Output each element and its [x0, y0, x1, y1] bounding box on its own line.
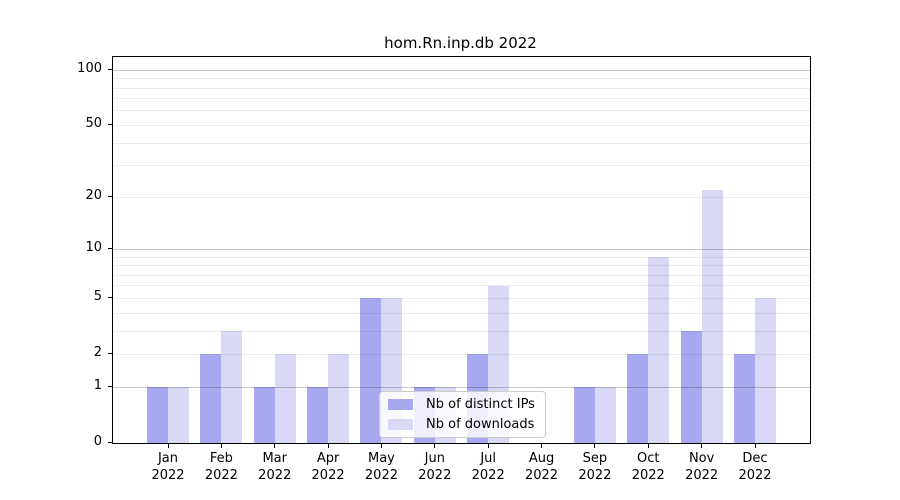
gridline-minor — [113, 265, 810, 267]
bar-nb-of-downloads-sep-2022 — [594, 387, 616, 443]
gridline-minor — [113, 297, 810, 299]
bar-nb-of-downloads-jan-2022 — [168, 387, 189, 443]
gridline-minor — [113, 196, 810, 198]
x-tick-mark — [594, 444, 596, 448]
x-tick-mark — [167, 444, 169, 448]
legend-label: Nb of distinct IPs — [426, 397, 535, 412]
bar-nb-of-downloads-feb-2022 — [221, 331, 243, 443]
bar-nb-of-downloads-oct-2022 — [648, 257, 670, 443]
x-tick-mark — [380, 444, 382, 448]
x-tick-label: Jan 2022 — [151, 451, 185, 483]
x-tick-label: May 2022 — [364, 451, 398, 483]
x-tick-mark — [647, 444, 649, 448]
x-tick-mark — [327, 444, 329, 448]
y-tick-label: 1 — [93, 378, 102, 394]
x-tick-label: Nov 2022 — [685, 451, 719, 483]
gridline-minor — [113, 78, 810, 80]
x-tick-label: Aug 2022 — [524, 451, 559, 483]
gridline-minor — [113, 124, 810, 126]
y-tick-label: 0 — [93, 434, 102, 449]
bar-nb-of-downloads-apr-2022 — [328, 354, 350, 443]
bar-nb-of-distinct-ips-dec-2022 — [734, 354, 755, 443]
legend-label: Nb of downloads — [426, 417, 535, 432]
x-tick-mark — [754, 444, 756, 448]
y-tick-mark — [108, 68, 112, 70]
y-tick-label: 20 — [85, 188, 102, 204]
y-tick-mark — [108, 296, 112, 298]
y-tick-mark — [108, 195, 112, 197]
x-tick-mark — [434, 444, 436, 448]
bar-nb-of-downloads-mar-2022 — [274, 354, 296, 443]
y-tick-mark — [108, 441, 112, 443]
bar-nb-of-distinct-ips-may-2022 — [360, 298, 382, 443]
y-tick-label: 5 — [93, 289, 102, 305]
gridline-minor — [113, 98, 810, 100]
x-tick-label: Jun 2022 — [418, 451, 452, 483]
y-tick-label: 2 — [93, 345, 102, 361]
gridline-minor — [113, 165, 810, 167]
gridline-minor — [113, 110, 810, 112]
legend-row: Nb of distinct IPs — [388, 397, 545, 412]
gridline-minor — [113, 142, 810, 144]
legend-row: Nb of downloads — [388, 417, 545, 432]
gridline-minor — [113, 312, 810, 314]
x-tick-mark — [220, 444, 222, 448]
x-tick-label: Feb 2022 — [204, 451, 238, 483]
gridline-minor — [113, 353, 810, 355]
bar-nb-of-distinct-ips-nov-2022 — [680, 331, 702, 443]
bar-nb-of-distinct-ips-oct-2022 — [627, 354, 649, 443]
y-tick-label: 50 — [85, 116, 102, 132]
gridline-minor — [113, 274, 810, 276]
bar-nb-of-distinct-ips-mar-2022 — [253, 387, 275, 443]
gridline-major — [113, 248, 810, 250]
legend: Nb of distinct IPs Nb of downloads — [379, 391, 546, 438]
legend-swatch-icon — [388, 419, 413, 430]
y-tick-mark — [108, 123, 112, 125]
gridline-major — [113, 69, 810, 71]
gridline-minor — [113, 256, 810, 258]
chart-title: hom.Rn.inp.db 2022 — [384, 34, 537, 52]
bar-nb-of-downloads-dec-2022 — [755, 298, 776, 443]
x-tick-mark — [541, 444, 543, 448]
x-tick-label: Jul 2022 — [471, 451, 505, 483]
x-tick-label: Sep 2022 — [578, 451, 612, 483]
gridline-minor — [113, 330, 810, 332]
bar-nb-of-distinct-ips-apr-2022 — [307, 387, 329, 443]
bar-nb-of-distinct-ips-feb-2022 — [200, 354, 222, 443]
x-tick-mark — [274, 444, 276, 448]
grid-layer — [113, 57, 810, 443]
x-tick-label: Dec 2022 — [738, 451, 772, 483]
y-tick-mark — [108, 385, 112, 387]
y-tick-mark — [108, 247, 112, 249]
x-tick-mark — [701, 444, 703, 448]
legend-swatch-icon — [388, 399, 413, 410]
x-tick-mark — [487, 444, 489, 448]
x-tick-label: Mar 2022 — [258, 451, 292, 483]
plot-area — [112, 56, 811, 444]
x-tick-label: Oct 2022 — [631, 451, 665, 483]
y-tick-label: 10 — [85, 240, 102, 256]
gridline-major — [113, 386, 810, 388]
x-tick-label: Apr 2022 — [311, 451, 345, 483]
bar-nb-of-distinct-ips-jan-2022 — [147, 387, 168, 443]
gridline-minor — [113, 87, 810, 89]
y-tick-mark — [108, 352, 112, 354]
y-tick-label: 100 — [77, 61, 102, 77]
bar-nb-of-downloads-nov-2022 — [701, 189, 723, 443]
gridline-minor — [113, 285, 810, 287]
bar-nb-of-distinct-ips-sep-2022 — [573, 387, 595, 443]
